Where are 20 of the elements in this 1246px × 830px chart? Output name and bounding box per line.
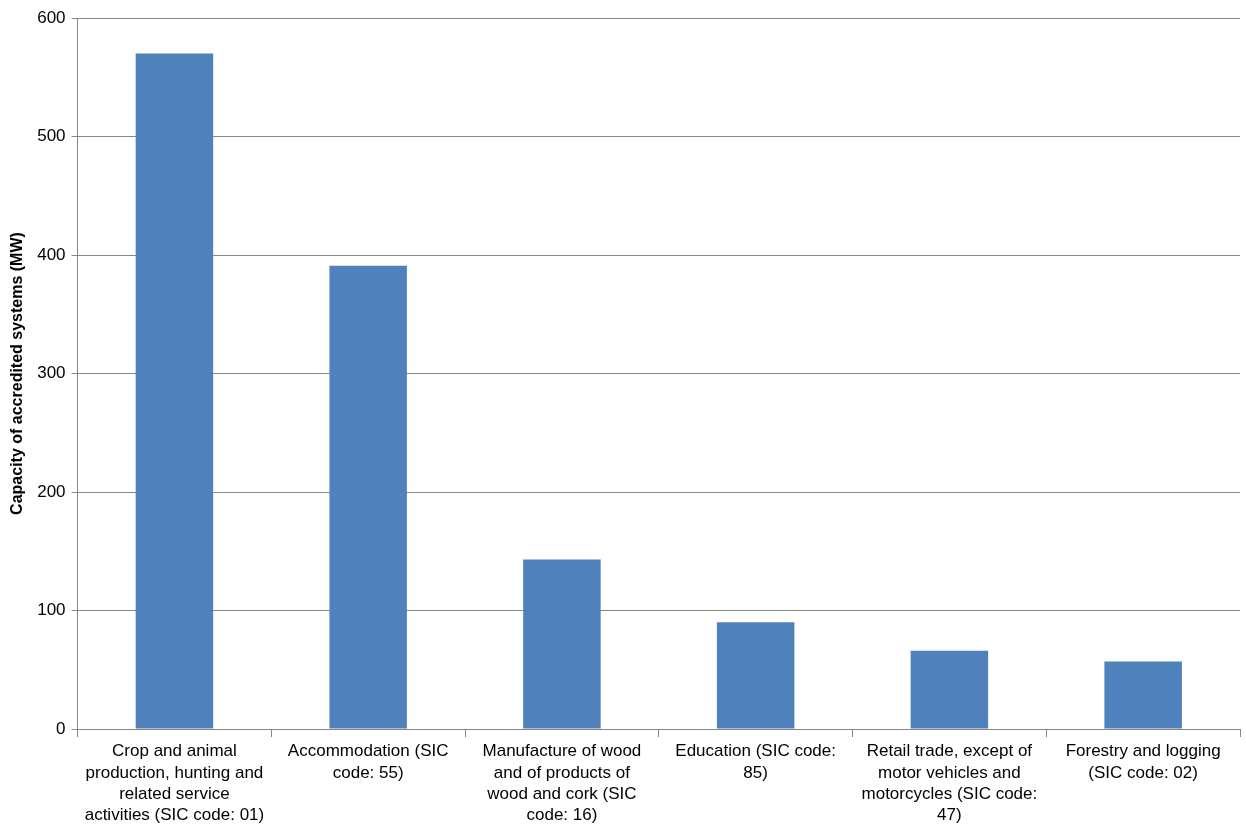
y-tick-label: 0 <box>56 718 66 738</box>
x-tick-label: Accommodation (SIC code: 55) <box>287 741 449 782</box>
y-tick-label: 200 <box>37 481 66 501</box>
y-axis-title: Capacity of accredited systems (MW) <box>8 232 26 515</box>
bar <box>329 265 407 729</box>
y-tick-label: 600 <box>37 7 66 27</box>
x-tick-label: Crop and animal production, hunting and related service activities (SIC code: 01) <box>84 741 265 825</box>
x-tick-label: Education (SIC code: 85) <box>675 741 836 782</box>
y-tick-label: 500 <box>37 126 66 146</box>
bar <box>135 53 214 729</box>
x-tick-label: Manufacture of wood and of products of wood and cork (SIC code: 16) <box>482 741 642 825</box>
x-tick-label: Forestry and logging (SIC code: 02) <box>1065 741 1221 782</box>
bar <box>1104 661 1182 729</box>
bar <box>523 559 601 729</box>
y-tick-label: 400 <box>37 244 66 264</box>
bar <box>910 650 989 729</box>
y-tick-label: 300 <box>37 363 66 383</box>
y-tick-label: 100 <box>37 600 66 620</box>
x-tick-label: Retail trade, except of motor vehicles and motorcycles (SIC code: 47) <box>861 741 1038 825</box>
bar <box>716 622 795 729</box>
